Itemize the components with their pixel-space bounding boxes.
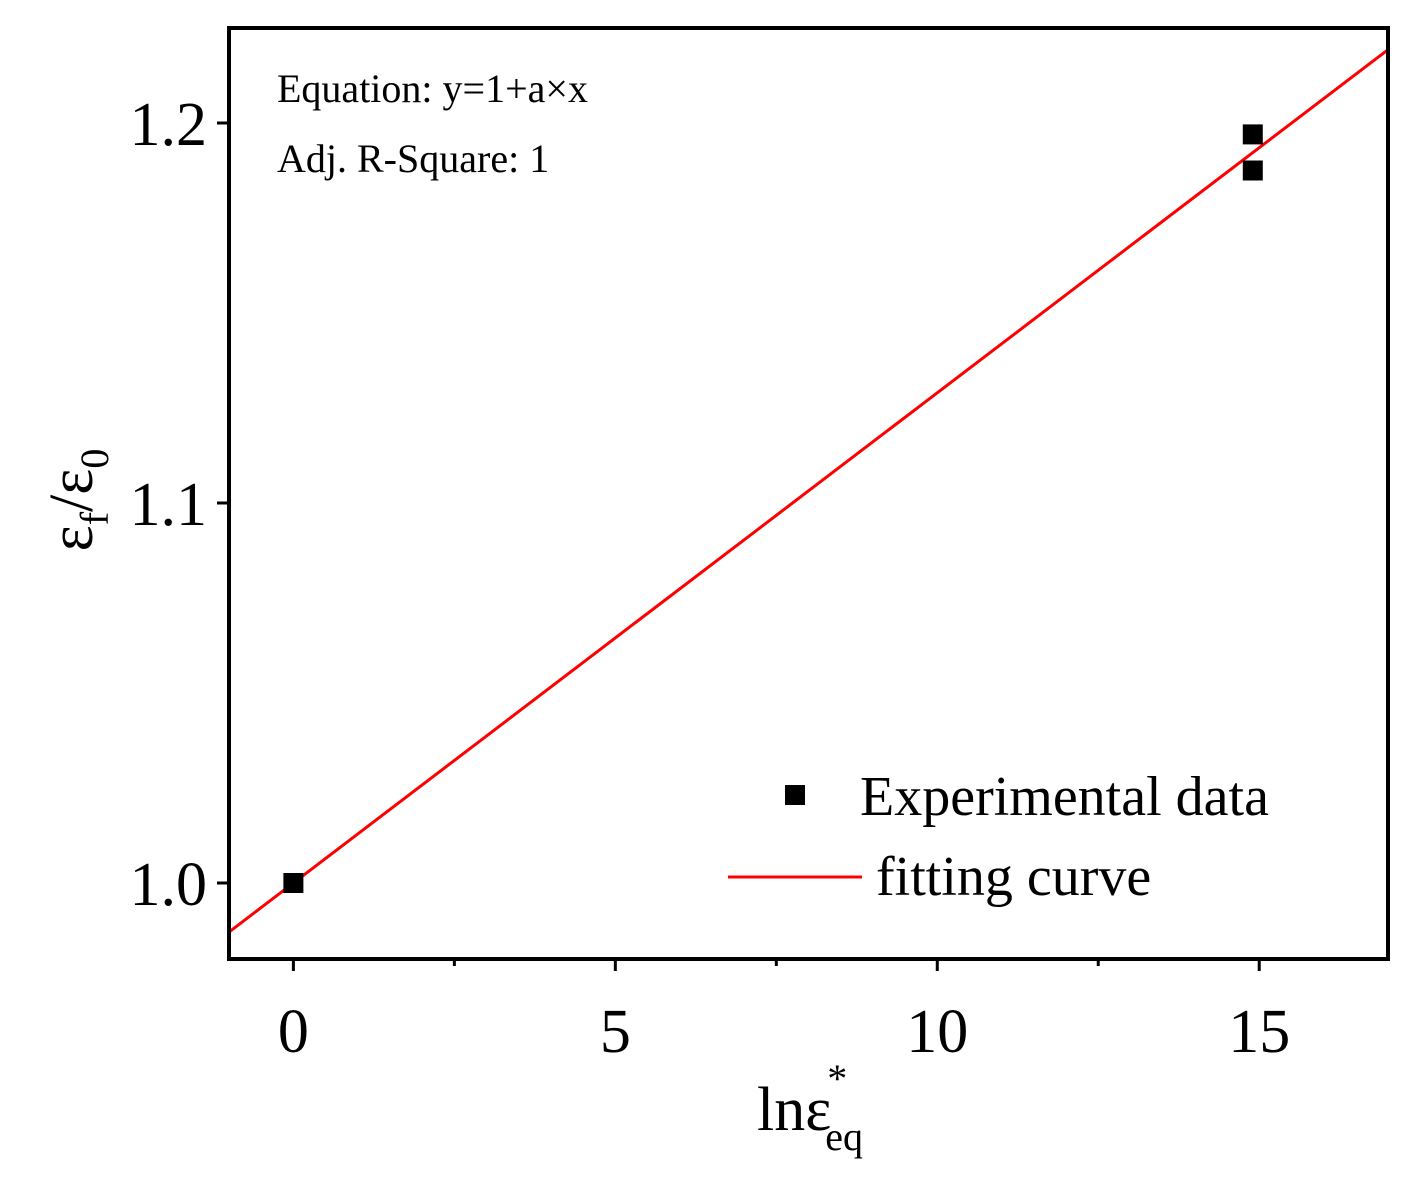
- x-axis-label-main: lnε: [757, 1076, 831, 1144]
- x-tick-label-0: 0: [278, 998, 309, 1066]
- y-axis-label-eps-0: ε: [38, 469, 106, 495]
- x-axis-label-subscript: eq: [825, 1114, 863, 1159]
- x-tick-label-10: 10: [906, 998, 968, 1066]
- y-axis-label-eps-f: ε: [38, 525, 106, 551]
- plot-frame: [227, 26, 1390, 961]
- y-axis-label: εf/ε0: [38, 449, 117, 552]
- legend-label-experimental: Experimental data: [860, 766, 1269, 828]
- y-tick-label-1: 1.0: [130, 851, 208, 919]
- legend-marker-experimental: [785, 785, 805, 805]
- y-axis-ticks: 1.0 1.1 1.2: [130, 91, 229, 919]
- y-tick-label-1.1: 1.1: [130, 471, 208, 539]
- experimental-data-points: [283, 124, 1263, 893]
- x-axis-ticks: 0 5 10 15: [278, 959, 1290, 1066]
- equation-annotation: Equation: y=1+a×x: [277, 66, 588, 111]
- data-point-1: [1242, 124, 1263, 145]
- x-tick-label-15: 15: [1228, 998, 1290, 1066]
- data-point-2: [1242, 160, 1263, 181]
- legend-label-fitting: fitting curve: [876, 846, 1151, 908]
- data-point-0: [283, 873, 304, 893]
- x-tick-label-5: 5: [600, 998, 631, 1066]
- legend: Experimental data fitting curve: [728, 766, 1269, 908]
- y-axis-label-slash: /: [38, 494, 106, 512]
- y-axis-label-sub-f: f: [72, 511, 117, 525]
- x-axis-label-superscript: *: [827, 1056, 847, 1101]
- fitting-curve-line: [228, 48, 1389, 934]
- r-square-annotation: Adj. R-Square: 1: [277, 136, 549, 181]
- y-axis-label-sub-0: 0: [72, 449, 117, 469]
- y-tick-label-1.2: 1.2: [130, 91, 208, 159]
- x-axis-label: lnε* eq: [757, 1056, 863, 1159]
